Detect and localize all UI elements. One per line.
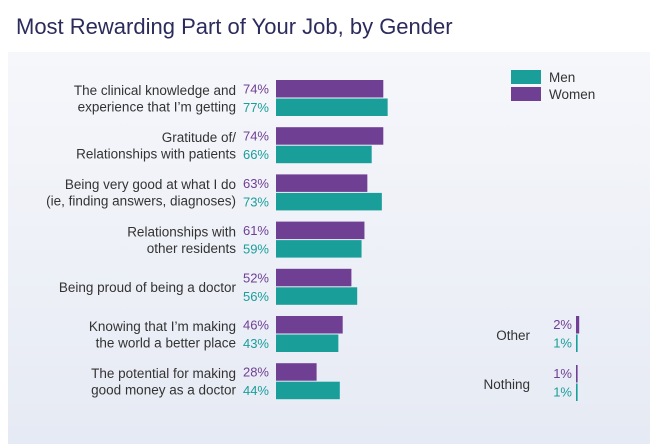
value-label-men: 43% (243, 336, 269, 351)
value-label-men: 56% (243, 289, 269, 304)
chart-title: Most Rewarding Part of Your Job, by Gend… (16, 14, 453, 39)
value-label-men: 59% (243, 242, 269, 257)
value-label-women: 74% (243, 82, 269, 97)
bar-men (276, 334, 339, 352)
value-label-women: 74% (243, 129, 269, 144)
value-label-men: 73% (243, 194, 269, 209)
value-label-women: 52% (243, 270, 269, 285)
category-label: Gratitude of/ (162, 130, 237, 145)
extra-bar-women (576, 316, 580, 334)
value-label-women: 61% (243, 223, 269, 238)
bar-women (276, 316, 343, 334)
legend-label: Women (549, 87, 595, 102)
extra-value-women: 2% (553, 317, 572, 332)
extra-bar-women (576, 365, 578, 383)
extra-value-men: 1% (553, 336, 572, 351)
category-label: Relationships with (127, 224, 236, 239)
category-label: good money as a doctor (91, 382, 236, 397)
bar-men (276, 145, 372, 164)
value-label-men: 44% (243, 383, 269, 398)
bar-women (276, 80, 384, 98)
bar-men (276, 192, 382, 211)
bar-women (276, 221, 365, 240)
category-label: Being proud of being a doctor (59, 280, 237, 295)
category-label: the world a better place (96, 335, 236, 350)
legend-swatch (511, 87, 541, 101)
category-label: experience that I’m getting (78, 99, 236, 114)
value-label-men: 66% (243, 147, 269, 162)
extra-value-men: 1% (553, 385, 572, 400)
extra-value-women: 1% (553, 366, 572, 381)
legend-swatch (511, 70, 541, 84)
category-label: (ie, finding answers, diagnoses) (46, 194, 236, 209)
category-label: Knowing that I’m making (89, 319, 236, 334)
legend-label: Men (549, 70, 575, 85)
value-label-women: 28% (243, 365, 269, 380)
bar-women (276, 363, 317, 381)
extra-category-label: Nothing (483, 377, 530, 392)
bar-men (276, 381, 340, 400)
category-label: The clinical knowledge and (74, 83, 236, 98)
extra-bar-men (576, 383, 578, 401)
bar-men (276, 287, 358, 305)
bar-women (276, 268, 352, 287)
bar-men (276, 240, 362, 258)
category-label: Being very good at what I do (65, 177, 236, 192)
bar-women (276, 174, 368, 192)
category-label: The potential for making (91, 366, 236, 381)
value-label-women: 63% (243, 176, 269, 191)
value-label-women: 46% (243, 318, 269, 333)
value-label-men: 77% (243, 100, 269, 115)
category-label: other residents (147, 241, 237, 256)
extra-bar-men (576, 334, 578, 352)
category-label: Relationships with patients (76, 146, 236, 161)
bar-men (276, 98, 388, 116)
bar-women (276, 127, 384, 145)
extra-category-label: Other (496, 328, 530, 343)
